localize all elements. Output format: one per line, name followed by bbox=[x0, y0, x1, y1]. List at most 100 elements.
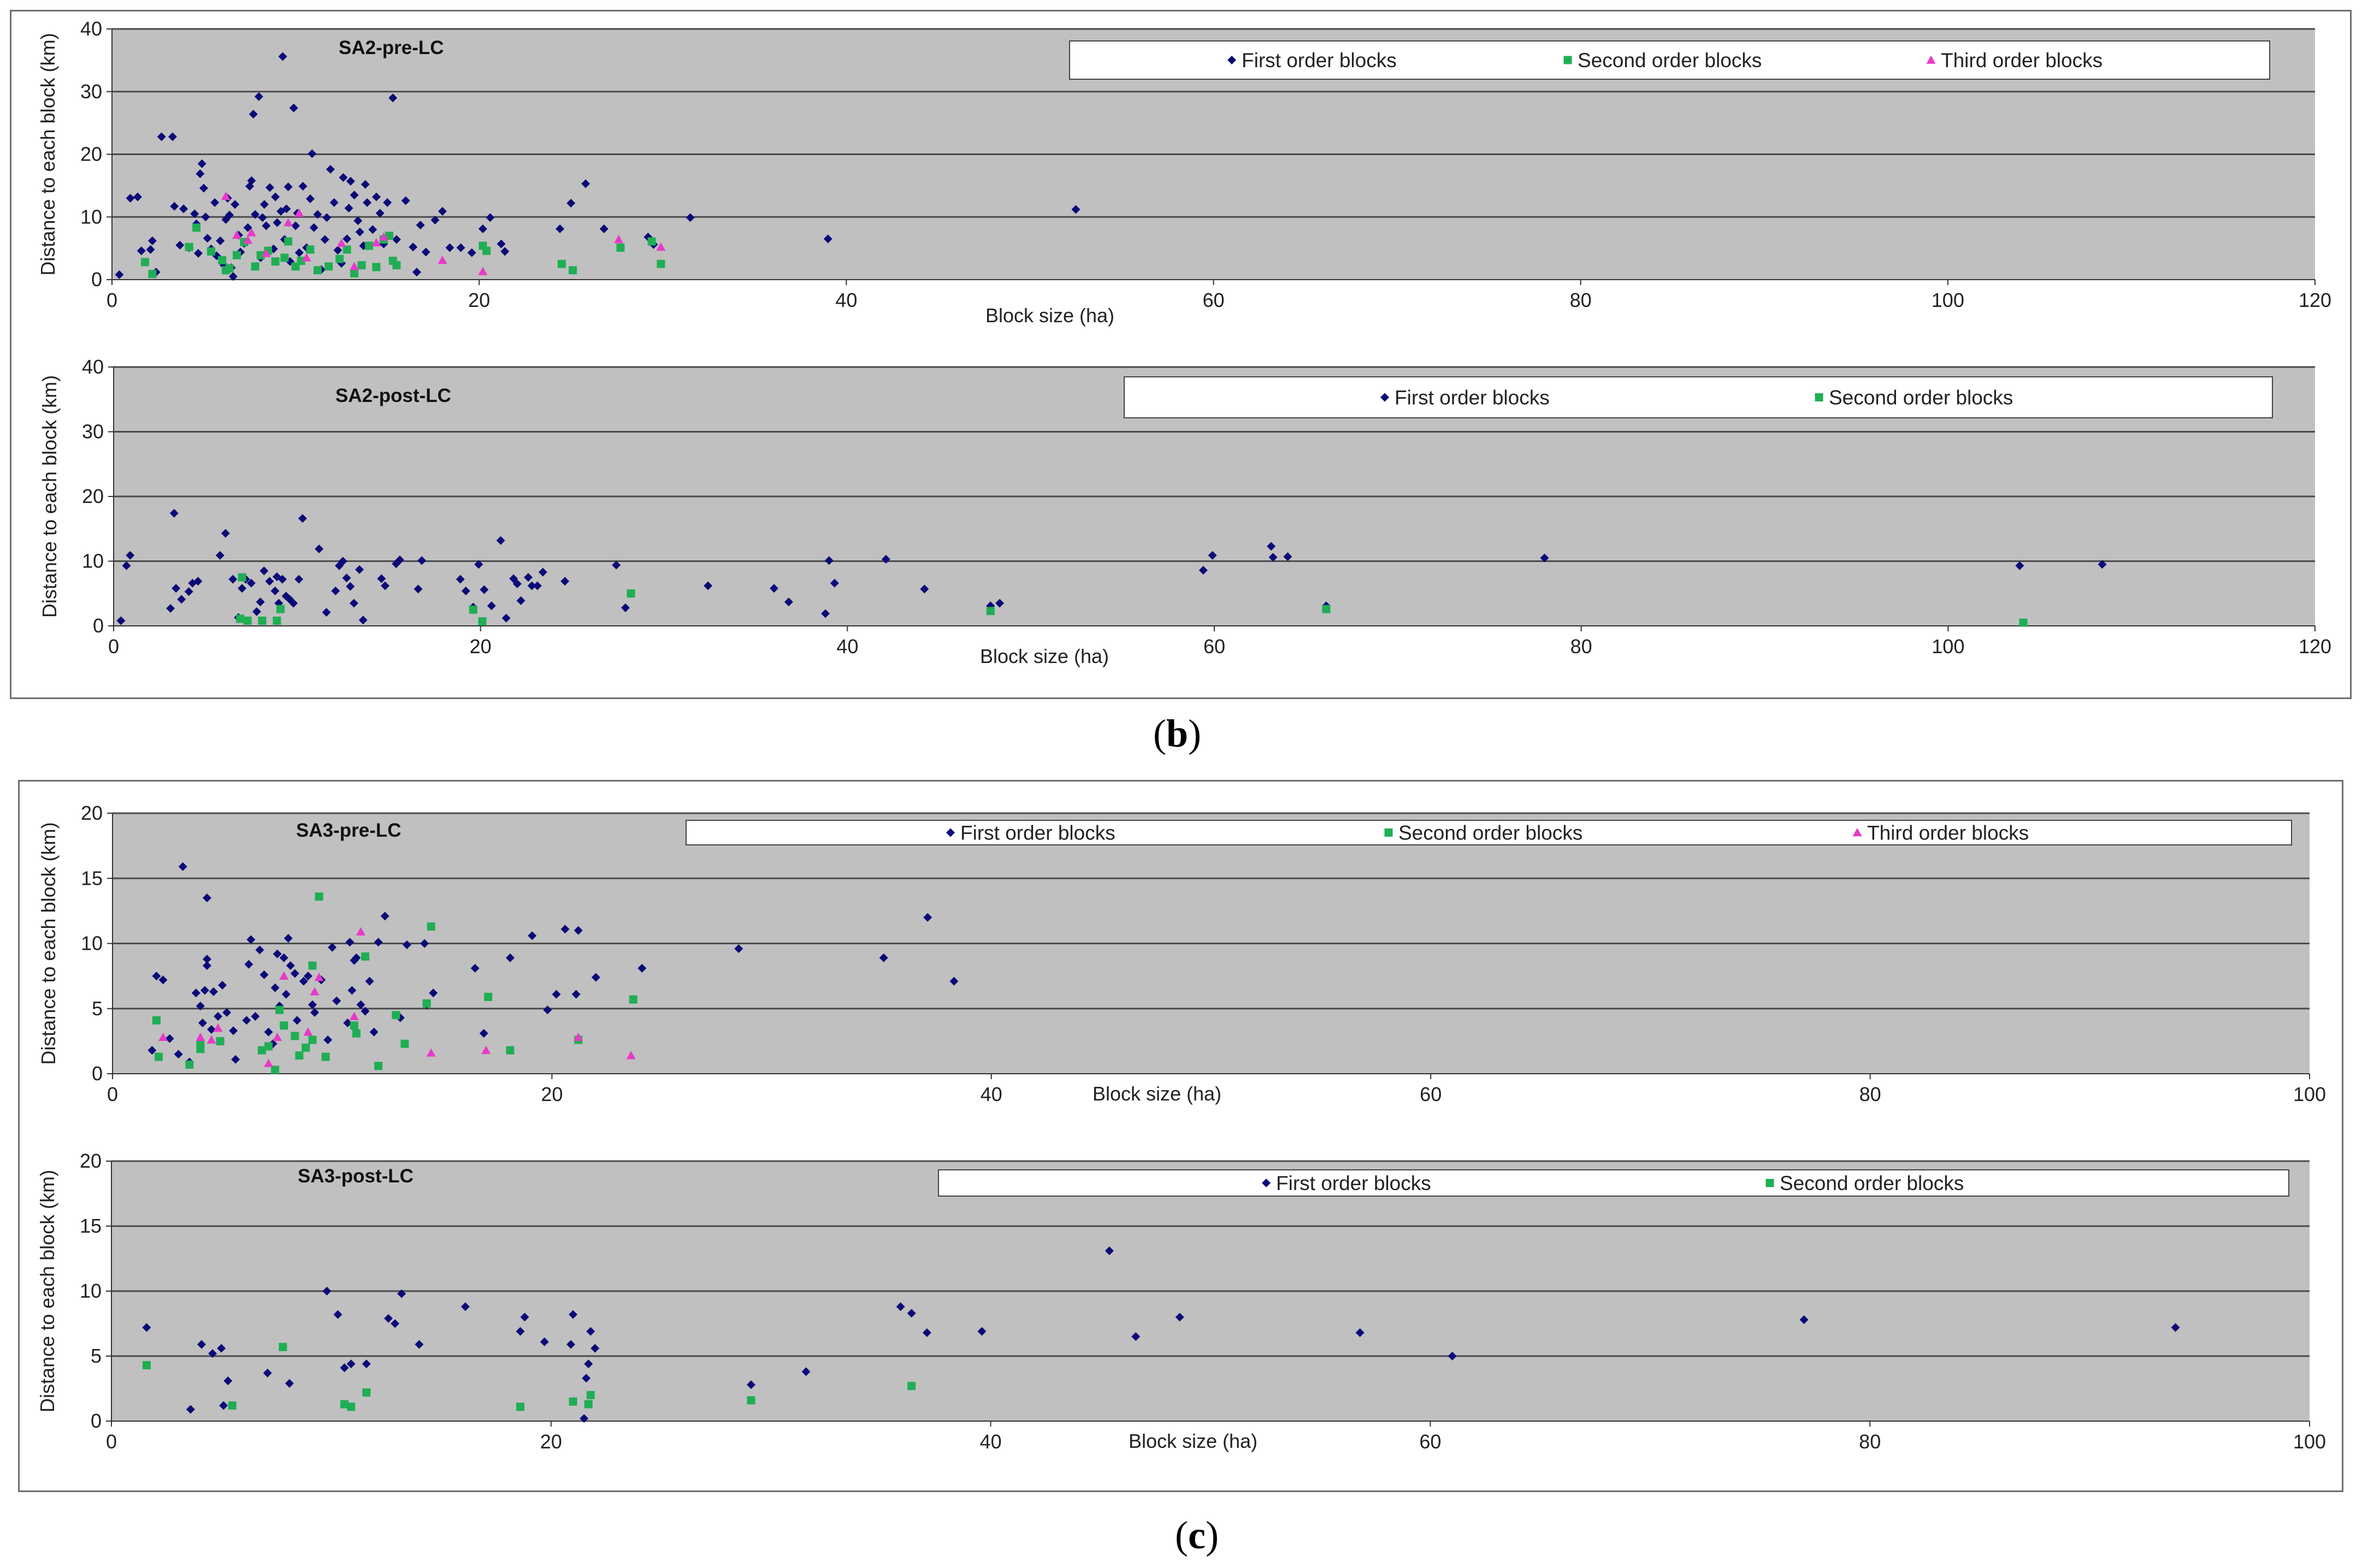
data-point bbox=[527, 581, 536, 590]
data-point bbox=[656, 242, 666, 251]
data-point bbox=[637, 963, 647, 973]
x-tick-label: 120 bbox=[2299, 289, 2331, 311]
data-point bbox=[244, 960, 253, 969]
data-point bbox=[158, 975, 168, 985]
data-point bbox=[801, 1367, 811, 1376]
data-point bbox=[420, 939, 429, 948]
data-point bbox=[178, 862, 187, 871]
data-point bbox=[350, 262, 359, 270]
legend-box bbox=[938, 1169, 2289, 1197]
data-point bbox=[201, 212, 210, 222]
data-point bbox=[142, 1361, 151, 1370]
data-point bbox=[355, 227, 364, 236]
data-point bbox=[543, 1005, 552, 1015]
data-point bbox=[336, 238, 346, 247]
legend-label: First order blocks bbox=[960, 822, 1115, 844]
data-point bbox=[297, 257, 305, 265]
x-tick-label: 40 bbox=[836, 635, 858, 658]
data-point bbox=[251, 1012, 260, 1021]
y-tick-label: 20 bbox=[81, 802, 103, 824]
data-point bbox=[626, 1051, 636, 1060]
data-point bbox=[377, 574, 386, 583]
data-point bbox=[302, 1043, 310, 1052]
y-tick-label: 10 bbox=[82, 550, 104, 572]
legend-marker bbox=[1765, 1179, 1774, 1187]
data-point bbox=[259, 566, 269, 576]
figure-label-c: (c) bbox=[1175, 1513, 1219, 1557]
data-point bbox=[429, 989, 438, 998]
x-tick-label: 20 bbox=[540, 1430, 562, 1453]
y-tick-label: 0 bbox=[91, 268, 102, 291]
data-point bbox=[426, 1048, 436, 1057]
data-point bbox=[586, 1327, 595, 1336]
data-point bbox=[321, 1052, 330, 1061]
data-point bbox=[140, 258, 149, 267]
data-point bbox=[528, 931, 537, 940]
y-tick-label: 10 bbox=[80, 1280, 102, 1302]
data-point bbox=[323, 1035, 333, 1044]
data-point bbox=[142, 1323, 151, 1332]
data-point bbox=[409, 242, 418, 252]
data-point bbox=[501, 613, 511, 623]
data-point bbox=[222, 1008, 232, 1017]
data-point bbox=[243, 617, 252, 625]
data-point bbox=[147, 1046, 157, 1055]
data-point bbox=[350, 269, 359, 278]
series-first-order-blocks bbox=[142, 1246, 2180, 1423]
y-tick-label: 20 bbox=[82, 485, 104, 507]
data-point bbox=[271, 257, 280, 266]
data-point bbox=[328, 943, 337, 952]
legend-label: First order blocks bbox=[1276, 1172, 1431, 1194]
data-point bbox=[612, 560, 621, 570]
data-point bbox=[280, 1021, 288, 1030]
data-point bbox=[282, 204, 291, 214]
data-point bbox=[166, 604, 175, 613]
data-point bbox=[152, 972, 161, 981]
legend-marker bbox=[1926, 55, 1936, 64]
data-point bbox=[346, 1359, 356, 1369]
legend-marker bbox=[1227, 56, 1236, 64]
data-point bbox=[229, 1026, 238, 1036]
data-point bbox=[168, 132, 177, 141]
data-point bbox=[291, 221, 300, 230]
data-point bbox=[569, 1310, 578, 1319]
x-tick-label: 60 bbox=[1420, 1083, 1442, 1105]
data-point bbox=[516, 1403, 524, 1411]
data-point bbox=[365, 977, 374, 986]
x-axis-title: Block size (ha) bbox=[1129, 1430, 1257, 1452]
x-axis-title: Block size (ha) bbox=[980, 645, 1109, 667]
data-point bbox=[233, 251, 241, 259]
x-tick-label: 80 bbox=[1859, 1083, 1881, 1105]
data-point bbox=[380, 912, 389, 921]
y-tick-label: 15 bbox=[80, 1215, 102, 1237]
data-point bbox=[474, 560, 483, 569]
data-point bbox=[261, 248, 271, 257]
data-point bbox=[599, 224, 609, 234]
data-point bbox=[200, 986, 209, 995]
data-point bbox=[256, 597, 265, 607]
data-point bbox=[243, 223, 252, 232]
data-point bbox=[552, 990, 561, 999]
chart-title: SA3-pre-LC bbox=[296, 820, 401, 841]
data-point bbox=[582, 1374, 591, 1383]
data-point bbox=[209, 987, 219, 996]
data-point bbox=[202, 894, 211, 903]
data-point bbox=[469, 605, 477, 614]
data-point bbox=[308, 961, 317, 970]
y-tick-label: 40 bbox=[82, 356, 104, 378]
data-point bbox=[313, 266, 322, 275]
chart-title: SA3-post-LC bbox=[298, 1165, 414, 1187]
data-point bbox=[308, 1000, 317, 1009]
data-point bbox=[1322, 605, 1331, 613]
data-point bbox=[302, 253, 311, 262]
data-point bbox=[146, 245, 155, 254]
data-point bbox=[391, 1319, 400, 1328]
x-tick-label: 100 bbox=[1932, 635, 1964, 658]
data-point bbox=[1267, 542, 1276, 551]
data-point bbox=[232, 230, 242, 239]
x-axis-title: Block size (ha) bbox=[985, 304, 1114, 327]
chart-title: SA2-pre-LC bbox=[339, 37, 444, 58]
data-point bbox=[213, 1023, 223, 1032]
data-point bbox=[185, 1060, 194, 1069]
data-point bbox=[356, 1000, 365, 1009]
